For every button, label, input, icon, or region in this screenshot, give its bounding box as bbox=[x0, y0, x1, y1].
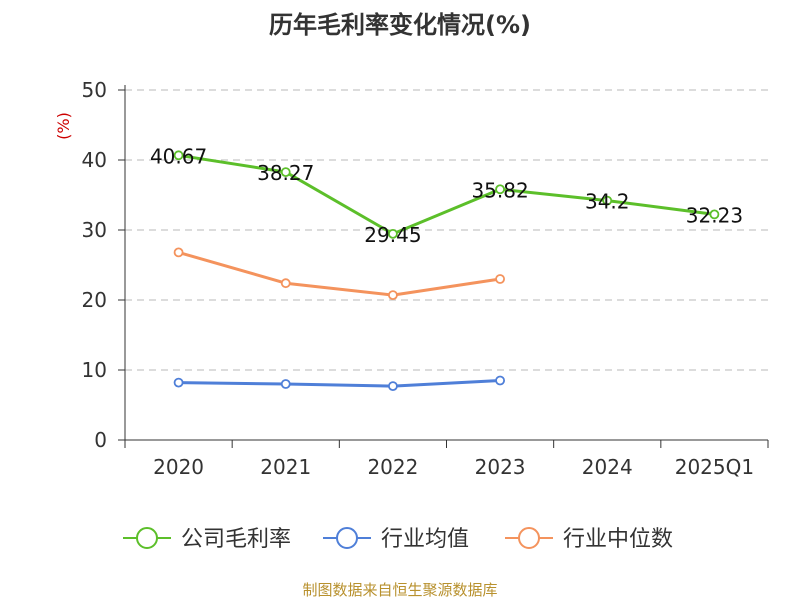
data-label: 34.2 bbox=[585, 190, 630, 214]
data-point bbox=[173, 247, 184, 258]
series-layer bbox=[173, 150, 720, 392]
data-label: 40.67 bbox=[150, 144, 207, 168]
data-point bbox=[495, 184, 505, 195]
axis-layer: 0 10 20 30 40 50 2020 2021 2022 2023 2024 2025Q1 bbox=[82, 78, 769, 479]
y-tick-label: 40 bbox=[82, 148, 107, 172]
legend: 公司毛利率 行业均值 行业中位数 bbox=[123, 527, 673, 552]
legend-label: 行业中位数 bbox=[563, 527, 673, 552]
data-point bbox=[495, 375, 505, 386]
data-point bbox=[709, 209, 720, 220]
data-point bbox=[602, 195, 613, 206]
legend-item: 行业均值 bbox=[323, 527, 469, 552]
data-point bbox=[173, 377, 184, 388]
grid-layer bbox=[125, 89, 768, 371]
legend-swatch-marker bbox=[336, 527, 358, 549]
y-tick-label: 0 bbox=[94, 428, 107, 452]
data-point bbox=[280, 278, 291, 289]
legend-item: 行业中位数 bbox=[505, 527, 673, 552]
legend-label: 公司毛利率 bbox=[181, 527, 291, 552]
data-point bbox=[388, 290, 398, 301]
data-label: 29.45 bbox=[364, 223, 421, 247]
data-point bbox=[388, 228, 398, 239]
x-tick-label: 2025Q1 bbox=[675, 455, 754, 479]
x-tick-label: 2020 bbox=[153, 455, 204, 479]
y-tick-label: 50 bbox=[82, 78, 107, 102]
y-axis-unit: (%) bbox=[54, 112, 73, 140]
data-point bbox=[173, 150, 184, 161]
series-line bbox=[178, 379, 501, 388]
y-tick-label: 10 bbox=[82, 358, 107, 382]
y-tick-label: 20 bbox=[82, 288, 107, 312]
series-line bbox=[178, 153, 715, 236]
x-tick-label: 2022 bbox=[367, 455, 418, 479]
x-tick-label: 2024 bbox=[582, 455, 633, 479]
y-tick-label: 30 bbox=[82, 218, 107, 242]
data-label: 35.82 bbox=[471, 178, 528, 202]
chart-title: 历年毛利率变化情况(%) bbox=[269, 11, 531, 39]
legend-swatch-marker bbox=[136, 527, 158, 549]
series-line bbox=[178, 250, 501, 297]
data-label: 38.27 bbox=[257, 161, 314, 185]
data-point bbox=[495, 274, 505, 284]
data-point bbox=[280, 167, 291, 178]
legend-swatch-marker bbox=[518, 527, 540, 549]
data-label: 32.23 bbox=[686, 203, 743, 227]
legend-label: 行业均值 bbox=[381, 527, 469, 552]
footer-source: 制图数据来自恒生聚源数据库 bbox=[302, 581, 497, 599]
x-tick-label: 2023 bbox=[475, 455, 526, 479]
label-layer: 40.67 38.27 29.45 35.82 34.2 32.23 bbox=[150, 144, 743, 247]
data-point bbox=[388, 381, 398, 392]
legend-item: 公司毛利率 bbox=[123, 527, 291, 552]
x-tick-label: 2021 bbox=[260, 455, 311, 479]
data-point bbox=[280, 379, 291, 389]
